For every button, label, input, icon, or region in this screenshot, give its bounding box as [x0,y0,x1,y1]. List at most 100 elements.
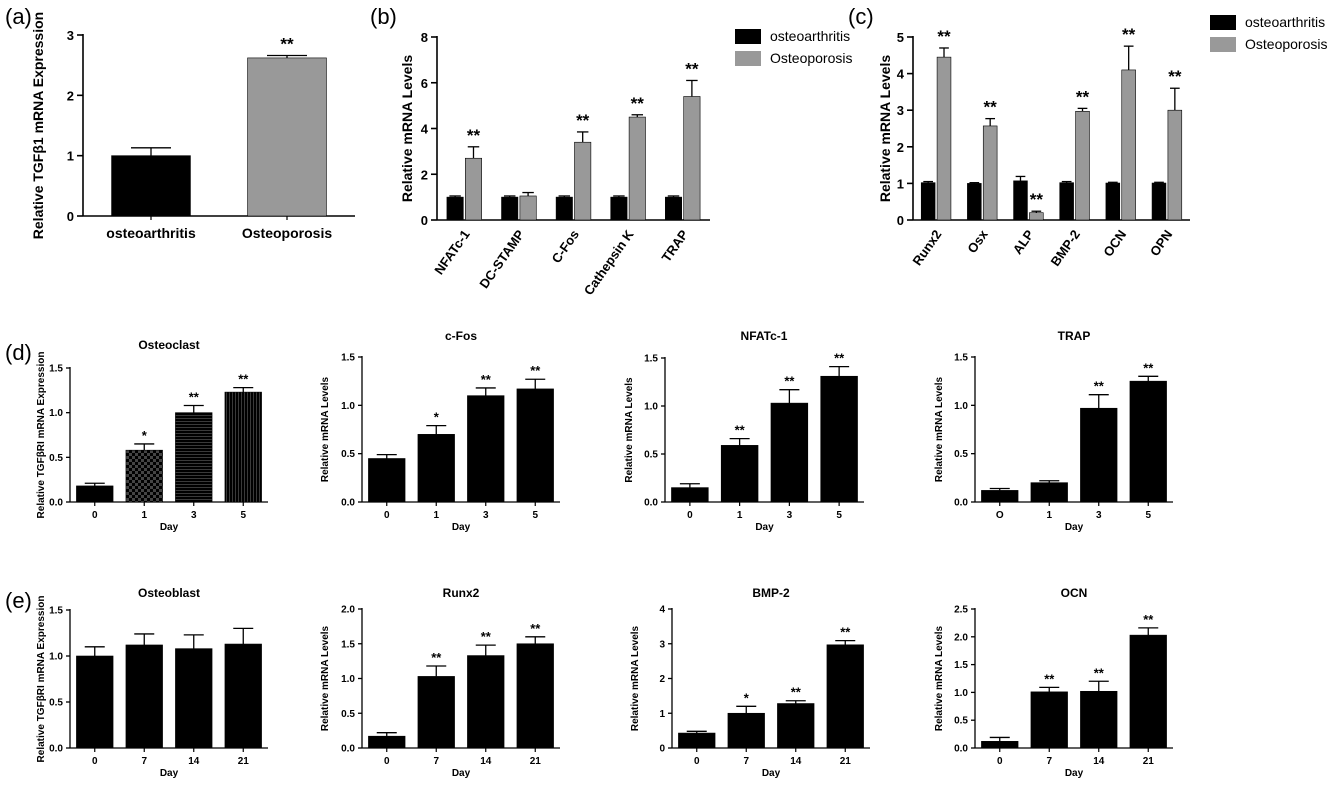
bar [76,485,114,503]
y-tick-label: 0 [897,213,904,228]
significance-label: ** [1122,25,1136,44]
bar [1029,212,1044,221]
x-tick-label: 1 [1046,510,1052,521]
chart-title: OCN [1061,586,1088,600]
y-tick-label: 0 [659,744,665,755]
x-axis-label: Day [1065,522,1084,533]
y-tick-label: 4 [421,122,429,137]
x-tick-label: 14 [188,756,200,767]
x-tick-label: O [996,510,1004,521]
bar [820,375,858,503]
y-tick-label: 1.0 [49,652,63,663]
x-tick-label: 0 [92,510,98,521]
bar [368,458,406,503]
significance-label: ** [984,98,998,117]
y-tick-label: 1.0 [341,674,355,685]
chart-d2: c-Fos 0.0 0.5 1.0 1.5 Relative mRNA Levels Day… [320,329,560,533]
significance-label: ** [784,374,795,389]
x-tick-label: 14 [1093,756,1105,767]
y-axis-label: Relative TGFβRI mRNA Expression [36,596,47,763]
significance-label: ** [735,423,746,438]
bar [1030,482,1068,503]
y-tick-label: 1.5 [341,639,355,650]
y-tick-label: 1.5 [49,606,63,617]
bar [516,643,554,749]
significance-label: ** [431,650,442,665]
bar [826,644,864,749]
y-tick-label: 0.0 [954,498,968,509]
significance-label: ** [530,363,541,378]
significance-label: ** [937,27,951,46]
x-tick-label: 1 [433,510,439,521]
x-tick-label: 3 [787,510,793,521]
x-axis-label: Day [160,522,179,533]
significance-label: ** [1094,665,1105,680]
chart-title: Osteoblast [138,586,200,600]
y-axis-label: Relative mRNA Levels [934,625,945,731]
y-tick-label: 4 [659,605,665,616]
significance-label: ** [1044,671,1055,686]
significance-label: ** [791,685,802,700]
bar [1129,634,1167,749]
panel-label: (d) [5,340,32,365]
y-tick-label: 3 [897,103,904,118]
chart-c: (c) 0 1 2 3 4 5 Relative mRNA Levels ** Runx2 ** Os… [848,4,1327,269]
x-tick-label: OCN [1100,227,1129,259]
y-axis-label: Relative mRNA Levels [399,55,415,203]
y-tick-label: 0 [67,209,74,224]
chart-a: (a) 0 1 2 3 Relative TGFβ1 mRNA Expression ost… [5,4,355,241]
chart-b: (b) 0 2 4 6 8 Relative mRNA Levels ** NFATc-1 DC-… [370,4,852,298]
significance-label: ** [280,35,294,54]
x-axis-label: Day [1065,768,1084,779]
y-tick-label: 5 [897,30,904,45]
legend-swatch [1210,15,1236,30]
bar [628,116,646,221]
x-tick-label: Cathepsin K [581,227,637,298]
x-tick-label: 7 [1046,756,1052,767]
y-axis-label: Relative TGFβ1 mRNA Expression [30,12,46,239]
x-tick-label: Osx [964,226,991,255]
y-tick-label: 4 [897,67,905,82]
y-tick-label: 2 [67,88,74,103]
bar [247,57,327,217]
y-axis-label: Relative mRNA Levels [934,376,945,482]
bar [1075,110,1090,221]
y-tick-label: 0.0 [341,744,355,755]
chart-d3: NFATc-1 0.0 0.5 1.0 1.5 Relative mRNA Levels D… [624,329,864,533]
y-tick-label: 1.0 [954,688,968,699]
significance-label: ** [1143,612,1154,627]
x-tick-label: 0 [687,510,693,521]
significance-label: ** [238,372,249,387]
legend: osteoarthritis Osteoporosis [1210,14,1327,52]
bar [111,155,191,217]
y-tick-label: 0.0 [341,498,355,509]
x-tick-label: 21 [238,756,250,767]
x-tick-label: 21 [530,756,542,767]
x-tick-label: 0 [384,510,390,521]
x-tick-label: NFATc-1 [431,227,472,277]
x-tick-label: BMP-2 [1048,227,1083,269]
bar [727,712,765,749]
panel-label: (a) [5,4,32,29]
x-tick-label: 21 [1143,756,1155,767]
y-axis-label: Relative TGFβRI mRNA Expression [36,352,47,519]
significance-label: ** [631,94,645,113]
x-tick-label: 7 [743,756,749,767]
legend-swatch [735,51,761,66]
y-tick-label: 1 [897,176,904,191]
y-axis-label: Relative mRNA Levels [630,625,641,731]
x-tick-label: 5 [532,510,538,521]
bar [720,445,759,503]
significance-label: ** [840,625,851,640]
significance-label: ** [481,372,492,387]
significance-label: ** [1143,360,1154,375]
y-tick-label: 2 [421,167,428,182]
panel-label: (c) [848,4,874,29]
chart-title: c-Fos [445,329,477,343]
significance-label: ** [1168,67,1182,86]
x-tick-label: 5 [836,510,842,521]
significance-label: ** [530,621,541,636]
bar [368,735,406,749]
